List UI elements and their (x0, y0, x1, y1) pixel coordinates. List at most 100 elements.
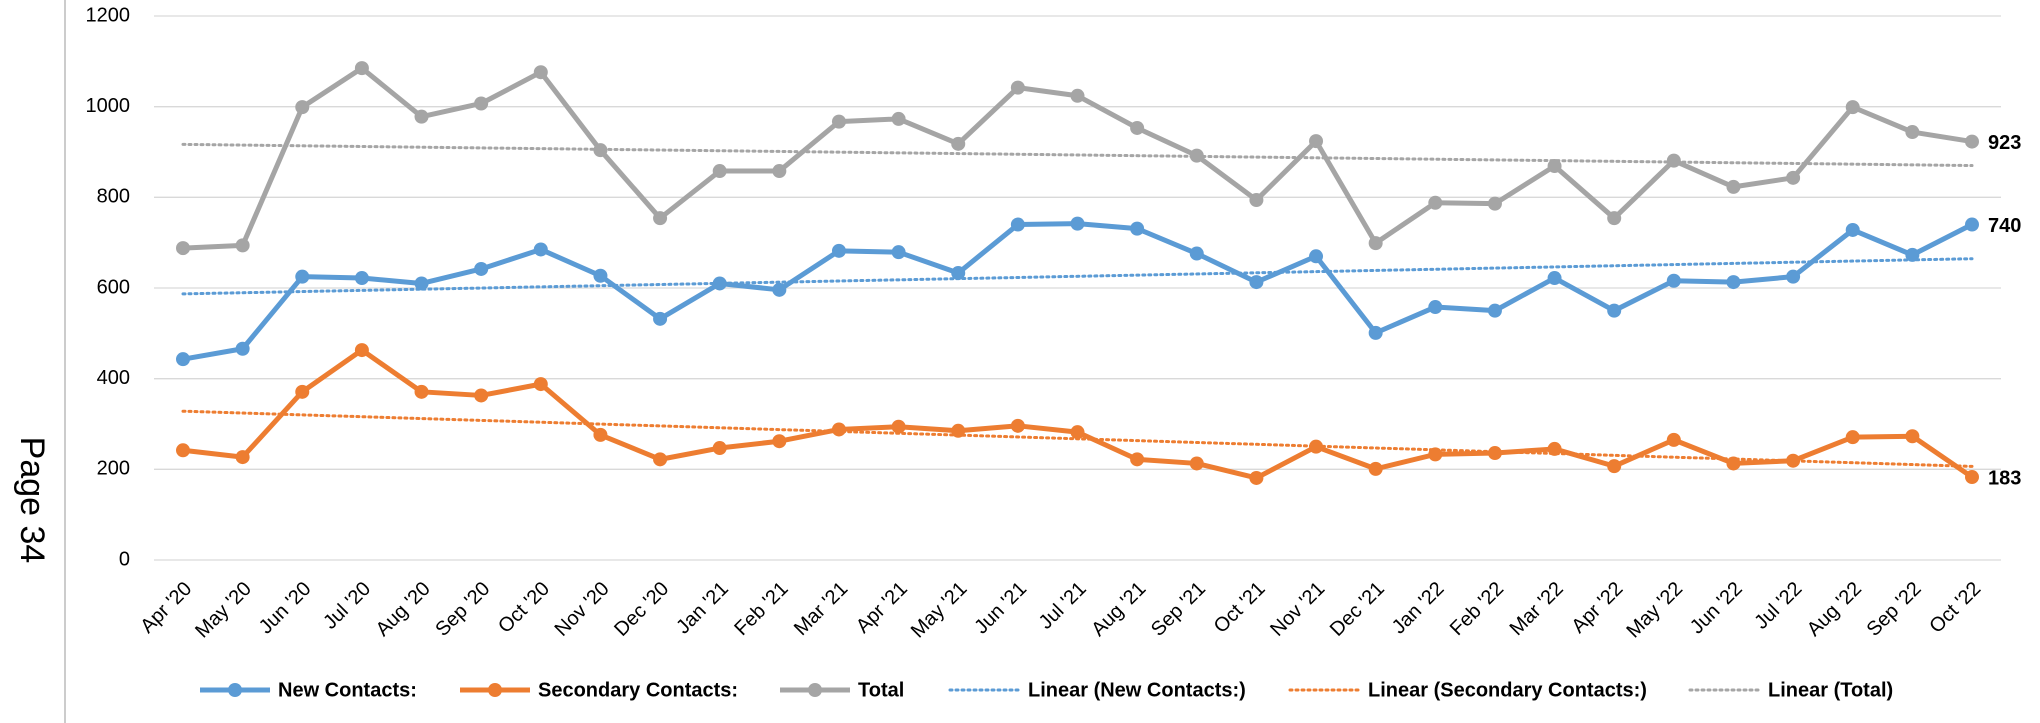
x-tick-label: Dec '21 (1326, 578, 1389, 641)
x-tick-label: Apr '20 (136, 578, 196, 638)
point (474, 96, 489, 111)
point (1189, 148, 1204, 163)
legend-marker (488, 683, 502, 697)
legend-label: Linear (Total) (1768, 679, 1893, 701)
point (1070, 216, 1085, 231)
point (1428, 300, 1443, 315)
x-tick-label: Mar '21 (790, 578, 852, 640)
x-tick-label: Jan '21 (672, 578, 733, 639)
point (1368, 236, 1383, 251)
point (1845, 222, 1860, 237)
y-tick-label: 400 (97, 367, 130, 389)
legend-marker (808, 683, 822, 697)
point (176, 352, 190, 367)
point (295, 384, 310, 399)
point (891, 245, 906, 260)
y-tick-label: 1200 (86, 4, 131, 26)
point (1965, 217, 1979, 232)
point (1130, 452, 1145, 467)
point (1607, 211, 1622, 226)
point (1487, 446, 1502, 461)
point (891, 111, 906, 126)
point (235, 341, 250, 356)
point (1070, 425, 1085, 440)
legend-label: New Contacts: (278, 679, 417, 701)
point (1010, 217, 1025, 232)
point (533, 242, 548, 257)
point (1010, 80, 1025, 95)
x-tick-label: Aug '20 (372, 578, 435, 641)
point (653, 211, 668, 226)
x-tick-label: Feb '22 (1446, 578, 1508, 640)
point (1845, 100, 1860, 115)
point (1249, 193, 1264, 208)
x-tick-label: Nov '20 (551, 578, 614, 641)
point (1428, 195, 1443, 210)
point (1309, 439, 1324, 454)
point (593, 268, 608, 283)
x-tick-label: Jul '20 (319, 578, 375, 634)
x-tick-label: Jul '22 (1750, 578, 1806, 634)
trendline (181, 142, 1974, 168)
point (295, 100, 310, 115)
point (1130, 120, 1145, 135)
point (653, 311, 668, 326)
point (1845, 430, 1860, 445)
x-tick-label: May '21 (907, 578, 972, 643)
point (1905, 247, 1920, 262)
point (1786, 269, 1801, 284)
x-tick-label: Sep '21 (1147, 578, 1210, 641)
point (1368, 461, 1383, 476)
x-tick-label: Jun '21 (970, 578, 1031, 639)
point (1607, 303, 1622, 318)
point (712, 164, 727, 179)
x-tick-label: Aug '21 (1087, 578, 1150, 641)
point (951, 136, 966, 151)
x-tick-label: Oct '21 (1210, 578, 1270, 638)
point (1965, 470, 1979, 485)
y-tick-label: 800 (97, 186, 130, 208)
point (712, 441, 727, 456)
point (235, 450, 250, 465)
point (354, 271, 369, 286)
y-tick-label: 1000 (86, 95, 131, 117)
point (295, 269, 310, 284)
point (1786, 453, 1801, 468)
point (772, 282, 787, 297)
x-tick-label: Jun '20 (255, 578, 316, 639)
legend-label: Secondary Contacts: (538, 679, 738, 701)
point (1547, 159, 1562, 174)
point (1010, 418, 1025, 433)
x-tick-label: Sep '22 (1863, 578, 1926, 641)
point (1607, 459, 1622, 474)
x-tick-label: Dec '20 (610, 578, 673, 641)
point (176, 241, 190, 256)
point (1726, 179, 1741, 194)
point (653, 452, 668, 467)
point (1905, 125, 1920, 140)
point (1726, 456, 1741, 471)
point (951, 266, 966, 281)
series-line (182, 347, 1974, 481)
point (414, 276, 429, 291)
x-tick-label: Oct '20 (494, 578, 554, 638)
point (831, 422, 846, 437)
point (1189, 456, 1204, 471)
x-tick-label: Feb '21 (730, 578, 792, 640)
point (1666, 273, 1681, 288)
x-tick-label: Sep '20 (431, 578, 494, 641)
point (1189, 246, 1204, 261)
data-label: 183 (1988, 467, 2021, 489)
data-label: 923 (1988, 132, 2021, 154)
legend-label: Total (858, 679, 904, 701)
point (474, 261, 489, 276)
point (772, 434, 787, 449)
point (593, 143, 608, 158)
point (1965, 134, 1979, 149)
point (1309, 134, 1324, 149)
point (533, 377, 548, 392)
point (1249, 470, 1264, 485)
y-tick-label: 200 (97, 458, 130, 480)
point (414, 384, 429, 399)
point (1487, 196, 1502, 211)
